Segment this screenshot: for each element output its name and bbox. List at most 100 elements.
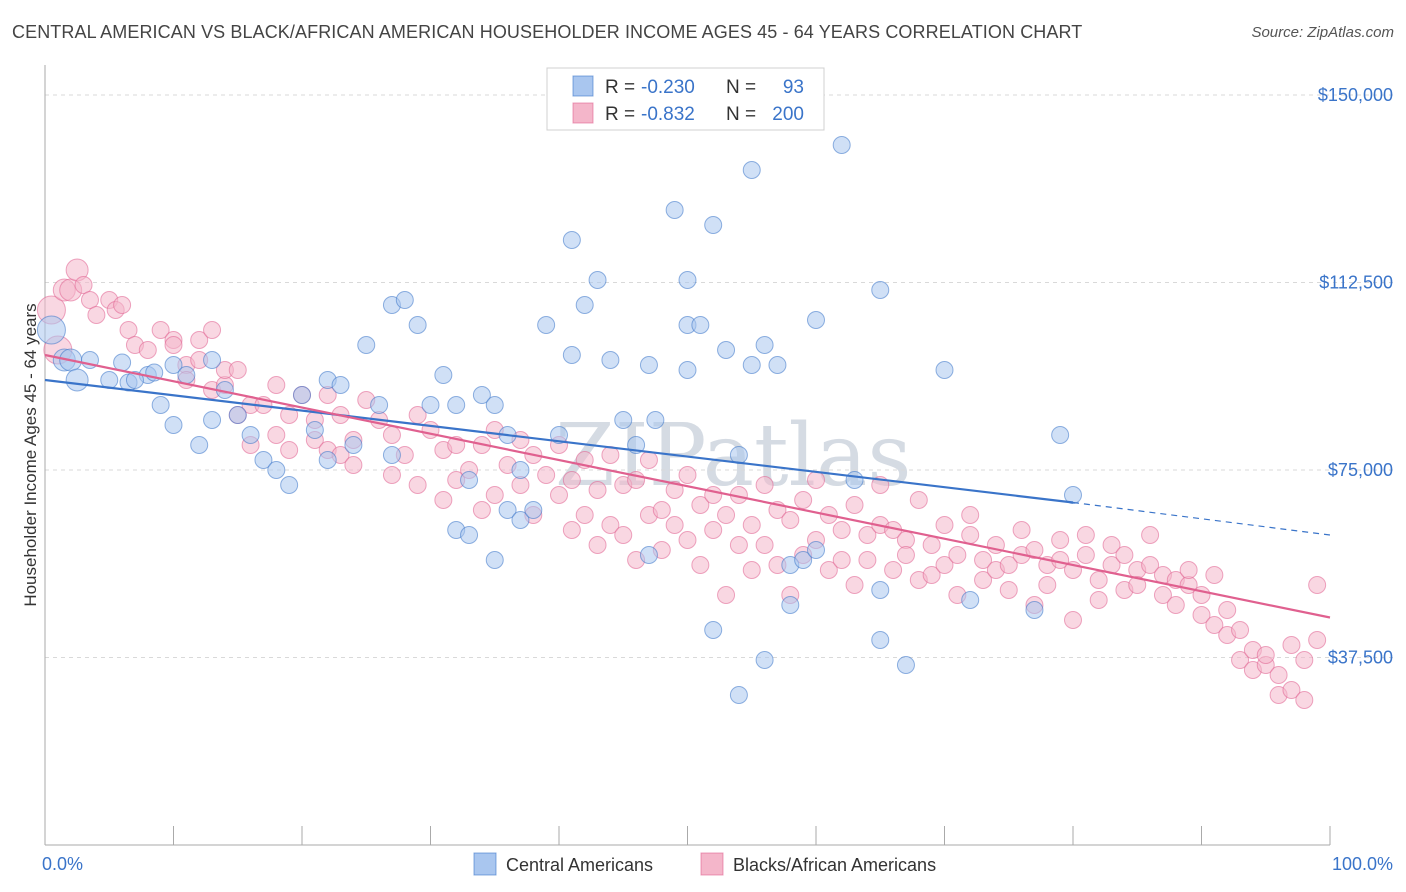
point-pink-183 bbox=[1295, 691, 1314, 709]
point-pink-68 bbox=[562, 521, 581, 539]
point-pink-126 bbox=[935, 516, 954, 534]
point-pink-5 bbox=[74, 276, 93, 294]
point-pink-121 bbox=[896, 546, 915, 564]
point-pink-124 bbox=[922, 536, 941, 554]
point-blue-9 bbox=[125, 371, 144, 389]
point-pink-30 bbox=[267, 376, 286, 394]
point-blue-86 bbox=[961, 591, 980, 609]
point-blue-17 bbox=[203, 411, 222, 429]
point-blue-30 bbox=[357, 336, 376, 354]
legend-r-label-1: R = bbox=[605, 77, 635, 98]
point-pink-173 bbox=[1231, 651, 1250, 669]
point-blue-51 bbox=[562, 231, 581, 249]
bottom-legend-swatch-blue bbox=[473, 852, 497, 876]
point-pink-168 bbox=[1205, 566, 1224, 584]
point-pink-159 bbox=[1141, 526, 1160, 544]
point-blue-11 bbox=[151, 396, 170, 414]
point-blue-59 bbox=[665, 201, 684, 219]
point-blue-47 bbox=[511, 511, 530, 529]
point-pink-157 bbox=[1128, 576, 1147, 594]
point-pink-148 bbox=[1076, 526, 1095, 544]
point-pink-85 bbox=[665, 516, 684, 534]
point-blue-55 bbox=[614, 411, 633, 429]
point-blue-68 bbox=[729, 686, 748, 704]
legend-r-label-2: R = bbox=[605, 104, 635, 125]
point-blue-71 bbox=[755, 651, 774, 669]
point-pink-86 bbox=[678, 466, 697, 484]
point-pink-130 bbox=[961, 526, 980, 544]
point-blue-33 bbox=[382, 446, 401, 464]
point-pink-132 bbox=[974, 551, 993, 569]
point-pink-107 bbox=[807, 471, 825, 489]
point-blue-35 bbox=[408, 316, 427, 334]
point-pink-163 bbox=[1166, 596, 1185, 614]
point-pink-111 bbox=[832, 551, 851, 569]
point-pink-158 bbox=[1141, 556, 1160, 574]
point-pink-178 bbox=[1269, 666, 1288, 684]
point-blue-83 bbox=[871, 631, 890, 649]
point-blue-89 bbox=[1064, 486, 1082, 504]
y-tick-labels: $37,500 $75,000 $112,500 $150,000 bbox=[1318, 85, 1393, 668]
point-blue-82 bbox=[871, 581, 890, 599]
point-pink-10 bbox=[113, 296, 132, 314]
point-pink-155 bbox=[1115, 546, 1134, 564]
point-pink-89 bbox=[691, 556, 710, 574]
point-pink-73 bbox=[588, 536, 607, 554]
point-blue-76 bbox=[794, 551, 813, 569]
point-pink-98 bbox=[755, 476, 774, 494]
point-pink-102 bbox=[781, 511, 800, 529]
axes bbox=[44, 65, 1331, 846]
point-pink-72 bbox=[588, 481, 607, 499]
point-blue-90 bbox=[646, 411, 665, 429]
point-pink-33 bbox=[280, 441, 299, 459]
trend-lines bbox=[44, 353, 1331, 619]
point-pink-113 bbox=[845, 576, 864, 594]
point-pink-167 bbox=[1192, 606, 1211, 624]
point-pink-49 bbox=[408, 476, 427, 494]
point-blue-52 bbox=[575, 296, 594, 314]
point-pink-96 bbox=[742, 516, 761, 534]
point-blue-63 bbox=[691, 316, 710, 334]
point-pink-147 bbox=[1064, 611, 1082, 629]
y-tick-label-1: $75,000 bbox=[1328, 460, 1393, 480]
point-pink-114 bbox=[858, 526, 877, 544]
point-pink-125 bbox=[922, 566, 941, 584]
legend-n-value-2: 200 bbox=[772, 104, 804, 125]
point-pink-26 bbox=[228, 361, 247, 379]
point-blue-57 bbox=[639, 356, 658, 374]
point-blue-36 bbox=[421, 396, 440, 414]
point-pink-58 bbox=[485, 486, 504, 504]
point-pink-69 bbox=[562, 471, 581, 489]
point-pink-169 bbox=[1205, 616, 1224, 634]
point-pink-65 bbox=[537, 466, 556, 484]
point-blue-40 bbox=[460, 471, 479, 489]
point-pink-90 bbox=[704, 486, 723, 504]
point-blue-77 bbox=[807, 541, 825, 559]
point-blue-46 bbox=[511, 461, 530, 479]
point-blue-48 bbox=[524, 501, 543, 519]
point-pink-151 bbox=[1089, 591, 1108, 609]
point-blue-91 bbox=[562, 346, 581, 364]
point-pink-122 bbox=[909, 491, 928, 509]
point-blue-45 bbox=[498, 501, 517, 519]
source-label: Source: ZipAtlas.com bbox=[1251, 24, 1394, 41]
point-pink-67 bbox=[550, 486, 568, 504]
point-blue-42 bbox=[472, 386, 491, 404]
legend: R = -0.230 N = 93 R = -0.832 N = 200 bbox=[546, 67, 825, 131]
point-blue-72 bbox=[755, 336, 774, 354]
point-pink-88 bbox=[691, 496, 710, 514]
point-blue-19 bbox=[228, 406, 247, 424]
point-pink-128 bbox=[948, 546, 967, 564]
point-blue-34 bbox=[395, 291, 414, 309]
point-blue-69 bbox=[742, 161, 761, 179]
point-blue-44 bbox=[485, 551, 504, 569]
point-blue-12 bbox=[164, 356, 183, 374]
point-pink-45 bbox=[382, 426, 401, 444]
point-blue-24 bbox=[293, 386, 311, 404]
point-blue-41 bbox=[460, 526, 479, 544]
point-pink-180 bbox=[1282, 681, 1301, 699]
point-pink-133 bbox=[974, 571, 993, 589]
point-blue-81 bbox=[871, 281, 890, 299]
point-blue-21 bbox=[254, 451, 273, 469]
point-blue-16 bbox=[203, 351, 222, 369]
